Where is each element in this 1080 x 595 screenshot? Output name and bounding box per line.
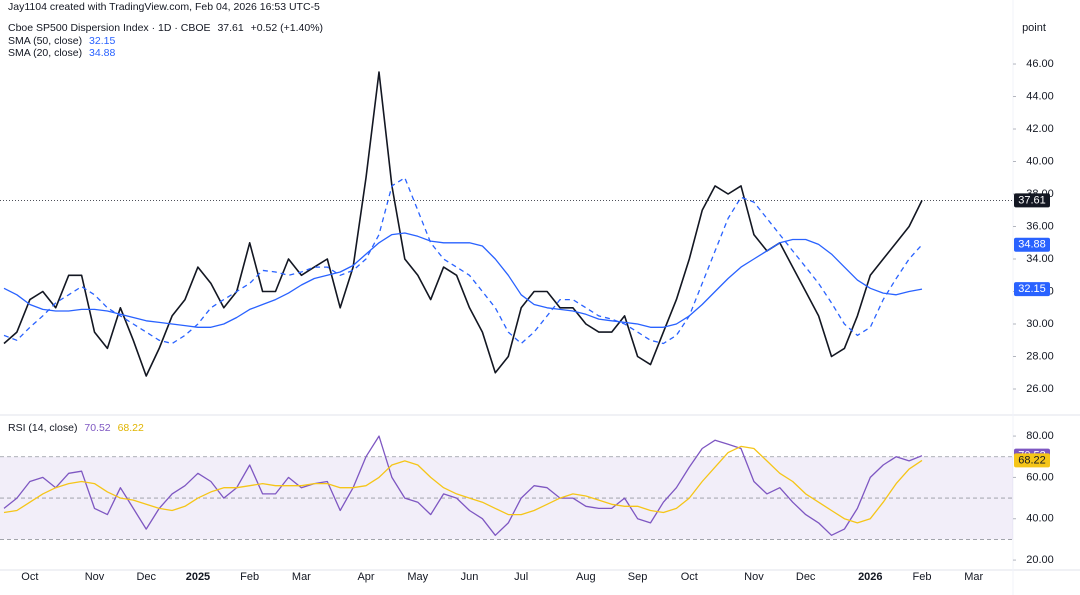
x-tick-label: Dec	[796, 571, 816, 583]
y-tick-label: 20.00	[1026, 554, 1054, 566]
legend-name[interactable]: RSI (14, close)	[8, 422, 78, 434]
y-tick-label: 44.00	[1026, 90, 1054, 102]
series-line	[3, 232, 923, 328]
x-tick-label: Feb	[913, 571, 932, 583]
price-tag-label: 37.61	[1018, 194, 1046, 206]
legend-value: 68.22	[117, 422, 144, 434]
x-tick-label: Feb	[240, 571, 259, 583]
legend-sma20: SMA (20, close) 34.88	[8, 47, 119, 59]
legend-value: 70.52	[84, 422, 111, 434]
legend-name[interactable]: Cboe SP500 Dispersion Index · 1D · CBOE	[8, 22, 211, 34]
y-tick-label: 42.00	[1026, 123, 1054, 135]
y-tick-label: 46.00	[1026, 58, 1054, 70]
series-line	[3, 71, 923, 377]
price-tag	[1014, 237, 1050, 252]
x-tick-label: Jun	[461, 571, 479, 583]
y-tick-label: 40.00	[1026, 155, 1054, 167]
y-tick-label: 26.00	[1026, 383, 1054, 395]
x-tick-label: Sep	[628, 571, 648, 583]
x-tick-label: Nov	[85, 571, 105, 583]
legend-name[interactable]: SMA (50, close)	[8, 35, 83, 47]
legend-sma50: SMA (50, close) 32.15	[8, 35, 119, 47]
price-tag	[1014, 193, 1050, 208]
x-tick-label: Oct	[681, 571, 698, 583]
y-tick-label: 36.00	[1026, 220, 1054, 232]
x-tick-label: 2026	[858, 571, 882, 583]
y-tick-label: 60.00	[1026, 471, 1054, 483]
x-tick-label: Apr	[357, 571, 374, 583]
legend-value: 37.61	[217, 22, 244, 34]
x-tick-label: Dec	[136, 571, 156, 583]
axis-unit: point	[1022, 22, 1046, 34]
y-tick-label: 40.00	[1026, 513, 1054, 525]
x-tick-label: 2025	[186, 571, 210, 583]
price-tag-label: 68.22	[1018, 454, 1046, 466]
x-tick-label: Jul	[514, 571, 528, 583]
y-tick-label: 28.00	[1026, 350, 1054, 362]
y-tick-label: 34.00	[1026, 253, 1054, 265]
x-tick-label: Oct	[21, 571, 38, 583]
x-tick-label: Nov	[744, 571, 764, 583]
series-line	[3, 445, 923, 524]
x-tick-label: May	[407, 571, 428, 583]
legend-main: Cboe SP500 Dispersion Index · 1D · CBOE …	[8, 22, 327, 34]
price-tag-label: 32.15	[1018, 283, 1046, 295]
x-tick-label: Mar	[292, 571, 311, 583]
legend-change: +0.52 (+1.40%)	[250, 22, 324, 34]
series-line	[3, 177, 923, 345]
series-line	[3, 435, 923, 536]
y-tick-label: 80.00	[1026, 430, 1054, 442]
price-tag-label: 34.88	[1018, 239, 1046, 251]
price-tag	[1014, 282, 1050, 297]
x-tick-label: Aug	[576, 571, 596, 583]
legend-name[interactable]: SMA (20, close)	[8, 47, 83, 59]
credit-line: Jay1104 created with TradingView.com, Fe…	[8, 1, 324, 13]
legend-value: 34.88	[89, 47, 116, 59]
y-tick-label: 30.00	[1026, 318, 1054, 330]
legend-value: 32.15	[89, 35, 116, 47]
credit: Jay1104 created with TradingView.com, Fe…	[8, 1, 320, 13]
price-tag	[1014, 453, 1050, 468]
legend-rsi: RSI (14, close) 70.52 68.22	[8, 422, 148, 434]
x-tick-label: Mar	[964, 571, 983, 583]
